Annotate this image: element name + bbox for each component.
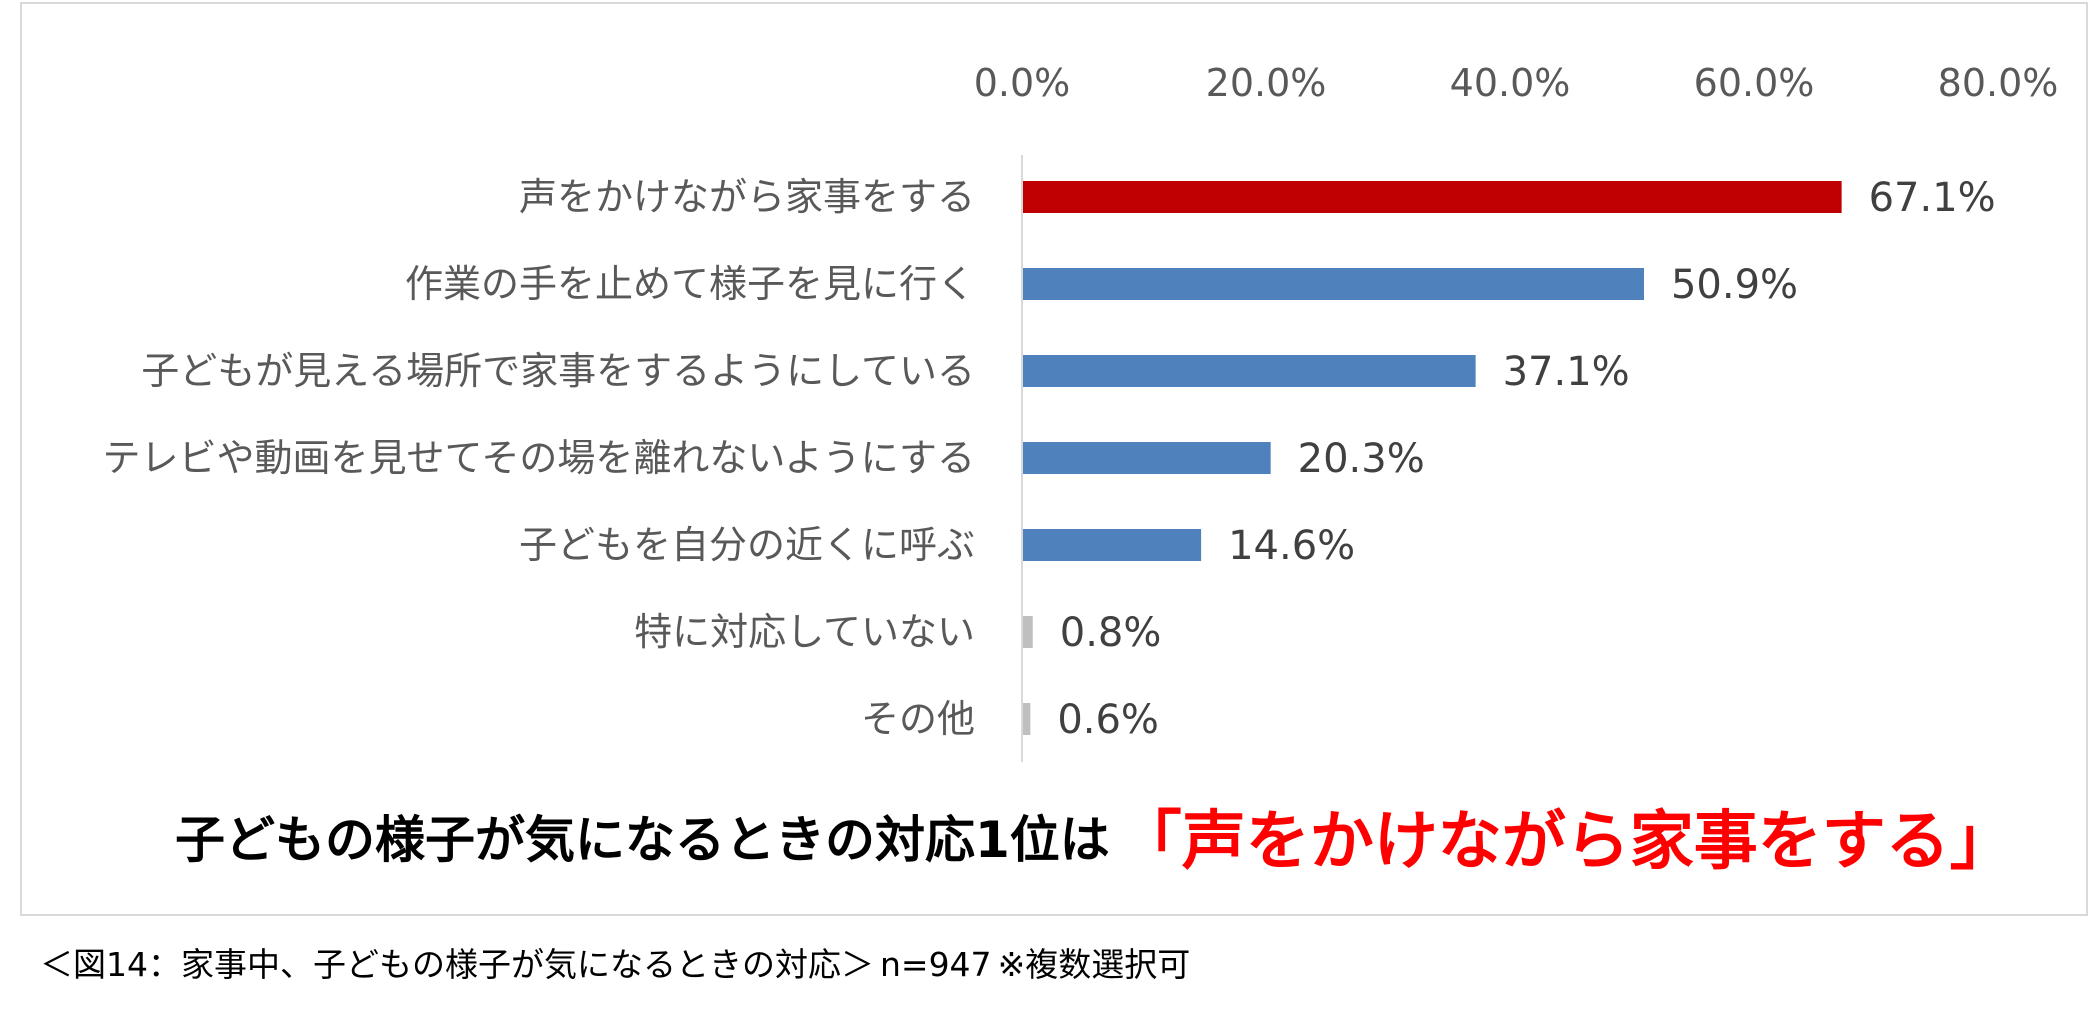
category-label: 声をかけながら家事をする [519,175,975,219]
category-label: その他 [861,697,975,741]
x-tick-label: 20.0% [1206,61,1327,105]
x-tick-label: 60.0% [1694,61,1815,105]
bars [1023,181,1842,735]
bar [1023,529,1202,561]
category-label: 特に対応していない [634,610,975,654]
data-label: 67.1% [1869,175,1996,221]
x-tick-label: 80.0% [1938,61,2059,105]
headline-highlight: 「声をかけながら家事をする」 [1117,805,2014,879]
category-label: 子どもを自分の近くに呼ぶ [519,523,975,567]
caption-note: ※複数選択可 [997,945,1191,984]
bar [1023,355,1476,387]
data-label: 14.6% [1228,523,1355,569]
category-label: テレビや動画を見せてその場を離れないようにする [103,436,975,480]
data-label: 20.3% [1298,436,1425,482]
bar [1023,442,1271,474]
data-label: 0.8% [1060,610,1162,656]
data-label: 37.1% [1503,349,1630,395]
x-axis-ticks: 0.0% 20.0% 40.0% 60.0% 80.0% [974,61,2059,105]
bar [1023,616,1033,648]
data-labels: 67.1% 50.9% 37.1% 20.3% 14.6% 0.8% 0.6% [1057,175,1995,743]
headline-lead: 子どもの様子が気になるときの対応1位は [175,811,1110,869]
category-labels: 声をかけながら家事をする作業の手を止めて様子を見に行く子どもが見える場所で家事を… [103,175,975,741]
x-tick-label: 0.0% [974,61,1071,105]
x-tick-label: 40.0% [1450,61,1571,105]
data-label: 50.9% [1671,262,1798,308]
headline: 子どもの様子が気になるときの対応1位は 「声をかけながら家事をする」 [175,790,2055,882]
data-label: 0.6% [1057,697,1159,743]
caption-n: n=947 [880,945,992,984]
category-label: 作業の手を止めて様子を見に行く [405,262,975,306]
caption-figure: ＜図14：家事中、子どもの様子が気になるときの対応＞ [40,945,874,984]
category-label: 子どもが見える場所で家事をするようにしている [141,349,975,393]
bar [1023,268,1644,300]
figure-caption: ＜図14：家事中、子どもの様子が気になるときの対応＞ n=947 ※複数選択可 [40,938,1196,986]
bar [1023,181,1842,213]
bar [1023,703,1031,735]
